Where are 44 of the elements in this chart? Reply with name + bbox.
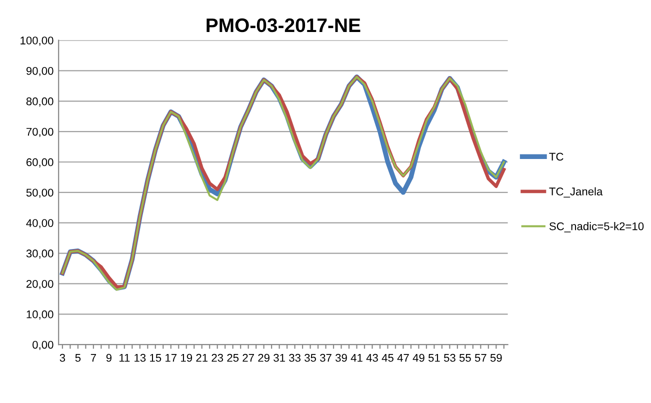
y-tick-label: 60,00 — [26, 158, 54, 168]
y-tick-label: 70,00 — [26, 128, 54, 138]
y-tick-label: 20,00 — [26, 280, 54, 290]
x-tick-label: 49 — [412, 354, 424, 362]
y-tick-label: 90,00 — [26, 66, 54, 76]
x-tick-label: 55 — [459, 354, 471, 362]
y-tick-label: 100,00 — [20, 36, 54, 46]
x-tick-label: 21 — [196, 354, 208, 362]
x-tick-label: 23 — [212, 354, 224, 362]
x-tick-label: 19 — [181, 354, 192, 362]
x-tick-label: 39 — [336, 354, 347, 362]
x-tick-label: 15 — [150, 354, 162, 362]
x-tick-label: 43 — [366, 354, 378, 362]
x-tick-label: 13 — [134, 354, 146, 362]
y-tick-label: 80,00 — [26, 97, 54, 107]
y-tick-label: 0,00 — [32, 340, 54, 350]
x-tick-label: 35 — [304, 354, 316, 362]
y-tick-label: 30,00 — [26, 250, 54, 259]
x-tick-label: 33 — [289, 354, 300, 362]
x-tick-label: 45 — [382, 354, 394, 362]
x-tick-label: 27 — [242, 354, 254, 362]
x-tick-label: 7 — [90, 354, 96, 362]
x-tick-label: 59 — [490, 354, 502, 362]
x-tick-label: 11 — [120, 354, 130, 362]
x-tick-label: 51 — [428, 354, 440, 362]
y-tick-label: 40,00 — [26, 219, 54, 228]
y-tick-label: 10,00 — [26, 310, 54, 320]
x-tick-label: 5 — [75, 354, 81, 362]
legend-label: SC_nadic=5-k2=10 — [549, 222, 644, 232]
x-tick-label: 47 — [397, 354, 409, 362]
x-tick-label: 57 — [474, 354, 486, 362]
chart-title: PMO-03-2017-NE — [206, 18, 360, 32]
x-tick-label: 9 — [106, 354, 112, 362]
y-tick-label: 50,00 — [26, 188, 54, 198]
x-tick-label: 31 — [274, 354, 285, 362]
x-tick-label: 25 — [227, 354, 239, 362]
x-tick-label: 41 — [350, 354, 362, 362]
x-tick-label: 29 — [258, 354, 270, 362]
legend-label: TC_Janela — [549, 187, 603, 198]
x-tick-label: 17 — [166, 354, 177, 362]
legend-label: TC — [549, 152, 564, 161]
x-tick-label: 3 — [60, 354, 66, 362]
x-tick-label: 37 — [320, 354, 332, 362]
x-tick-label: 53 — [444, 354, 456, 362]
